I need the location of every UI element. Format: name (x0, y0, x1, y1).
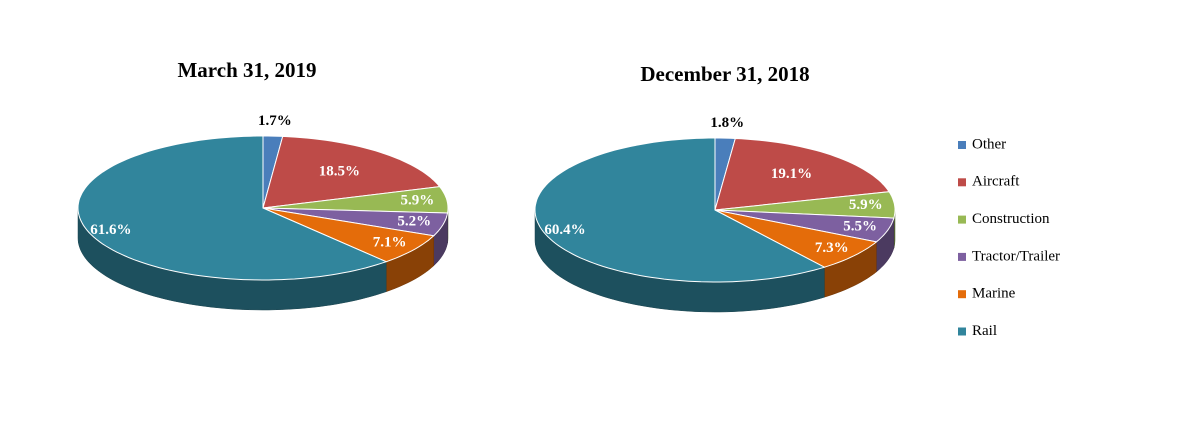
legend-text: Rail (972, 323, 997, 339)
value-label: 5.9% (400, 192, 434, 208)
value-label: 1.8% (710, 115, 744, 131)
legend-swatch (958, 290, 966, 299)
value-label: 7.1% (373, 235, 407, 251)
value-label: 61.6% (90, 222, 131, 238)
legend-swatch (958, 252, 966, 261)
legend-text: Tractor/Trailer (972, 248, 1060, 264)
slice (534, 137, 826, 283)
slice (262, 135, 441, 209)
slice (262, 186, 449, 214)
value-label: 60.4% (544, 222, 585, 238)
legend-text: Aircraft (972, 174, 1020, 190)
slice (714, 209, 895, 243)
value-label: 5.5% (843, 218, 877, 234)
legend-swatch (958, 327, 966, 336)
legend-swatch (958, 178, 966, 187)
slice (714, 137, 891, 211)
slice (262, 207, 435, 263)
chart-title: March 31, 2019 (177, 58, 316, 82)
legend-text: Marine (972, 286, 1016, 302)
value-label: 5.9% (849, 197, 883, 213)
value-label: 19.1% (771, 166, 812, 182)
value-label: 1.7% (258, 113, 292, 129)
slice (77, 135, 388, 281)
legend-text: Construction (972, 211, 1050, 227)
slice (262, 207, 449, 237)
chart-title: December 31, 2018 (640, 62, 809, 86)
value-label: 18.5% (319, 163, 360, 179)
slice (714, 191, 896, 219)
legend-text: Other (972, 136, 1006, 152)
legend-swatch (958, 141, 966, 149)
value-label: 5.2% (397, 213, 431, 229)
legend-swatch (958, 215, 966, 224)
slice (714, 209, 878, 268)
value-label: 7.3% (815, 240, 849, 256)
